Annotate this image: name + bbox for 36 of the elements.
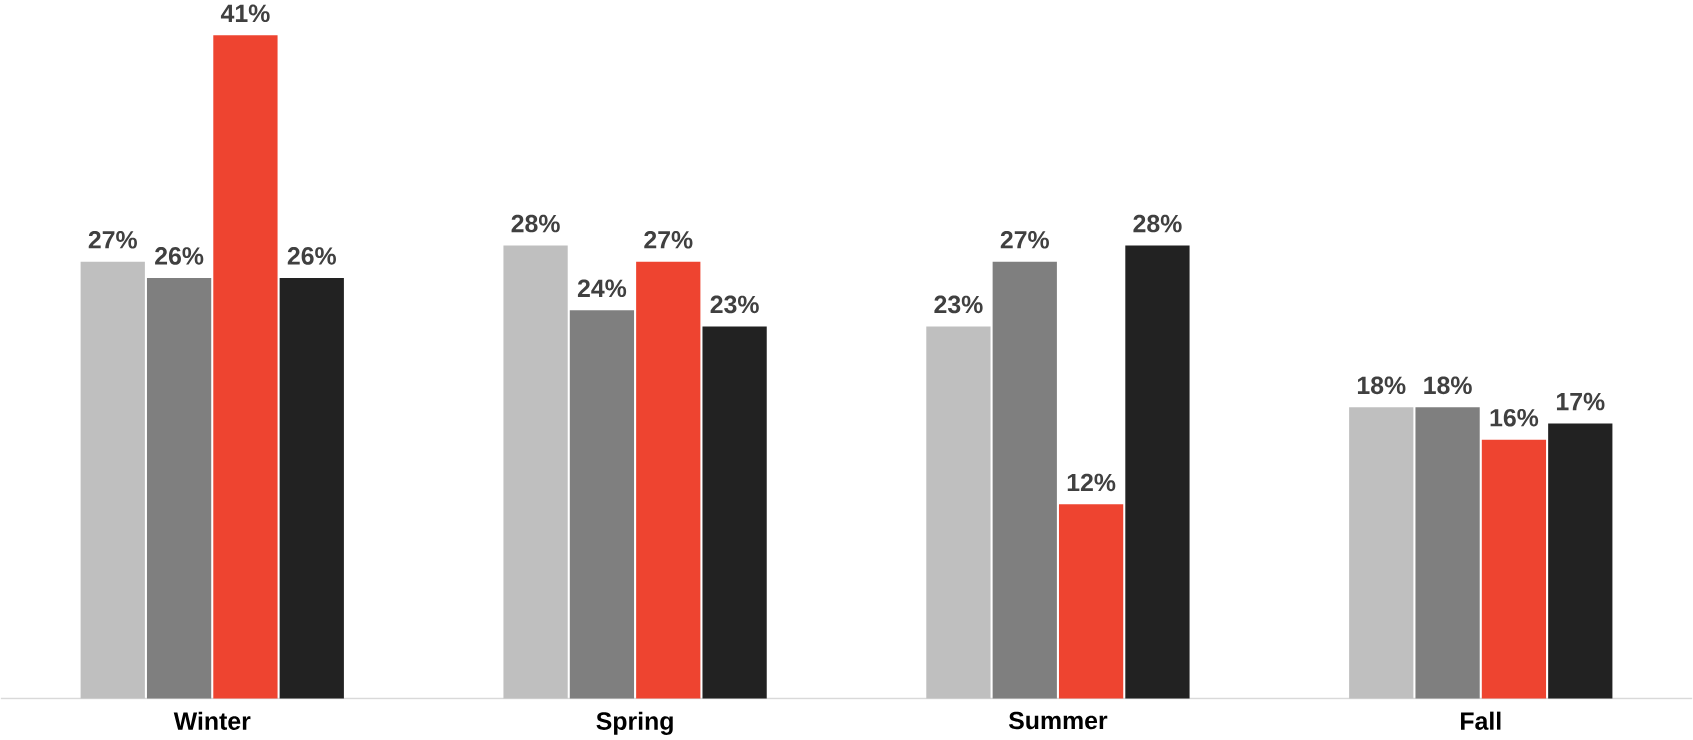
data-label: 16% xyxy=(1490,409,1539,427)
data-label: 18% xyxy=(1424,376,1472,395)
data-label: 17% xyxy=(1556,393,1605,411)
data-label: 23% xyxy=(934,295,983,314)
data-label: 27% xyxy=(88,231,137,249)
bar xyxy=(1481,439,1547,699)
x-tick-label: Winter xyxy=(173,711,251,731)
data-label: 12% xyxy=(1067,473,1116,492)
data-label: 41% xyxy=(220,4,270,23)
data-label: 28% xyxy=(511,215,560,233)
data-label: 26% xyxy=(155,247,204,265)
bar xyxy=(1349,407,1414,699)
data-label: 23% xyxy=(710,295,759,314)
bar xyxy=(1125,245,1190,699)
bar xyxy=(1058,504,1124,699)
bar xyxy=(702,326,767,699)
bar xyxy=(503,245,568,699)
bar xyxy=(926,326,991,699)
bar xyxy=(1548,423,1613,699)
data-label: 28% xyxy=(1133,215,1182,233)
bar xyxy=(213,35,278,699)
data-label: 26% xyxy=(287,247,336,265)
bar xyxy=(80,261,145,699)
data-label: 24% xyxy=(577,279,627,298)
x-tick-label: Summer xyxy=(1008,711,1108,730)
data-label: 18% xyxy=(1357,376,1406,395)
data-label: 27% xyxy=(644,231,693,249)
bar xyxy=(1415,407,1480,699)
bar xyxy=(569,310,635,699)
data-label: 27% xyxy=(1000,231,1049,249)
bar xyxy=(636,261,701,699)
bar xyxy=(279,278,344,699)
x-tick-label: Spring xyxy=(596,711,673,736)
bar xyxy=(992,261,1057,699)
bar xyxy=(146,278,212,699)
x-tick-label: Fall xyxy=(1461,711,1501,731)
